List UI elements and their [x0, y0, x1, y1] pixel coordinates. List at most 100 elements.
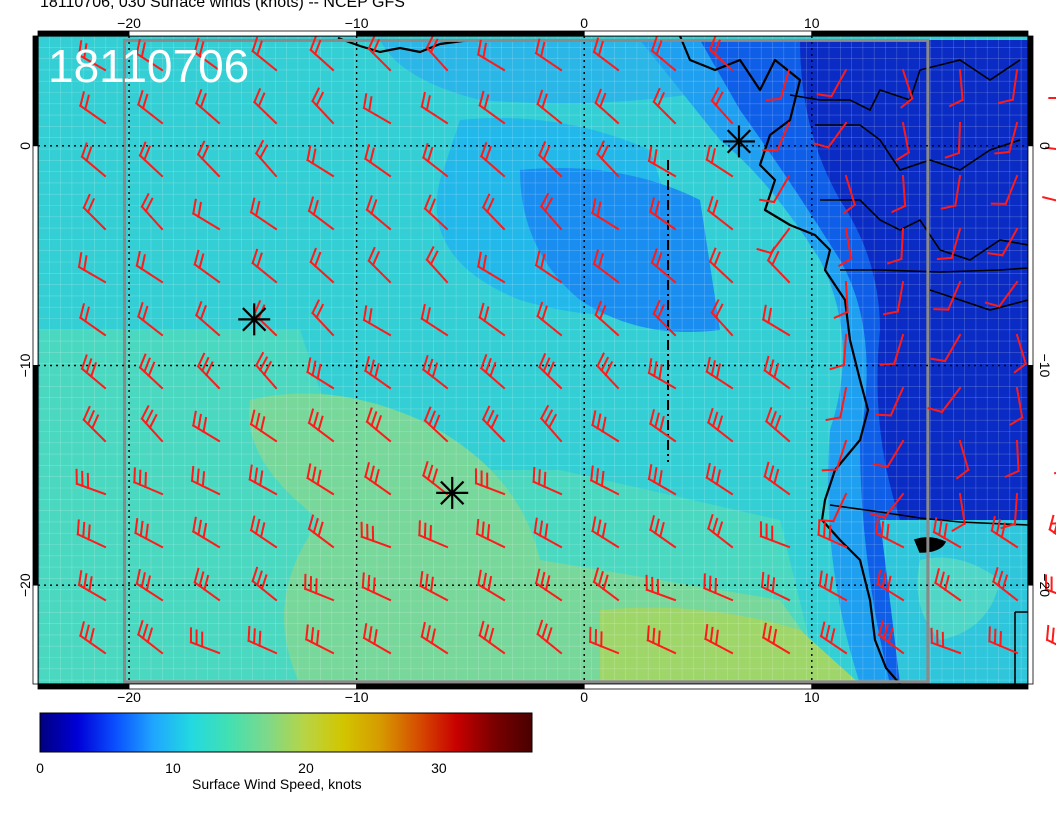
wind-barb [77, 252, 107, 284]
wind-barb [254, 351, 278, 390]
wind-barb [365, 407, 392, 443]
wind-barb [478, 302, 506, 337]
lon-tick-label-top: −10 [345, 15, 369, 31]
wind-barb [842, 174, 857, 215]
wind-barb [77, 570, 107, 602]
wind-barb [708, 35, 734, 72]
wind-barb [1013, 333, 1028, 374]
wind-barb [418, 520, 449, 549]
wind-barb [191, 410, 221, 443]
wind-barb [135, 38, 164, 72]
wind-barb [649, 515, 677, 549]
colorbar-label: Surface Wind Speed, knots [192, 776, 362, 792]
wind-barb [309, 35, 335, 72]
wind-barb [476, 39, 506, 72]
wind-barb [193, 567, 221, 602]
colorbar-tick-label: 30 [431, 760, 447, 776]
wind-barb [303, 573, 335, 602]
wind-barb [817, 519, 848, 549]
wind-barb [762, 121, 791, 152]
wind-barb [998, 68, 1019, 105]
wind-barb [539, 192, 563, 231]
wind-barb [1044, 574, 1056, 602]
wind-barb [829, 333, 848, 371]
wind-barb [420, 303, 449, 337]
wind-barb [874, 518, 905, 549]
wind-barb [991, 566, 1019, 602]
wind-barb [706, 513, 734, 549]
wind-barb [825, 386, 848, 422]
lat-tick-label-left: −10 [17, 353, 33, 377]
frame-bar [32, 35, 39, 147]
wind-barb [837, 227, 853, 268]
inner-frame [122, 38, 930, 684]
wind-barb [82, 405, 107, 443]
wind-barb [594, 88, 620, 125]
marker-1 [722, 125, 755, 158]
wind-barb [194, 88, 221, 125]
wind-barb [818, 492, 848, 523]
marker-2 [238, 303, 271, 336]
wind-barb [251, 36, 278, 72]
wind-barb [813, 121, 848, 149]
wind-barb [423, 194, 449, 231]
wind-barb [196, 140, 221, 178]
wind-barb [761, 304, 791, 337]
wind-barb [360, 521, 392, 549]
lat-tick-label-right: −20 [1037, 573, 1053, 597]
wind-barb [367, 34, 392, 72]
wind-barb [591, 410, 620, 443]
lat-tick-label-right: 0 [1037, 142, 1053, 150]
wind-barb [984, 280, 1019, 308]
frame-bar [583, 30, 813, 37]
wind-barb [930, 333, 962, 363]
wind-barb [591, 516, 620, 549]
wind-barb [306, 463, 335, 496]
wind-barb [891, 174, 907, 214]
wind-barb [478, 90, 506, 125]
frame-bar [32, 584, 39, 685]
wind-barb [933, 280, 962, 311]
map-title: 18110706, 030 Surface winds (knots) -- N… [40, 0, 405, 11]
wind-barb [425, 33, 449, 72]
wind-barb [140, 404, 164, 443]
wind-barb [362, 623, 392, 655]
wind-barb [955, 439, 970, 480]
wind-barb [420, 621, 449, 655]
frame-bar [37, 683, 130, 690]
wind-barb [1045, 624, 1056, 655]
wind-barb [420, 91, 449, 125]
lon-tick-label-bottom: −10 [345, 689, 369, 705]
wind-barb [79, 621, 107, 655]
wind-barb [79, 303, 107, 337]
wind-barb [1050, 521, 1056, 525]
wind-barb [703, 573, 734, 602]
wind-barb [136, 89, 164, 125]
wind-barb [764, 406, 791, 443]
wind-barb [882, 280, 905, 316]
wind-barb [536, 301, 563, 337]
wind-barb [478, 620, 506, 655]
wind-barb [592, 37, 620, 72]
wind-barb [419, 570, 449, 602]
frame-bar [583, 683, 813, 690]
wind-barb [481, 405, 506, 443]
wind-barb [895, 121, 911, 162]
wind-barb [80, 354, 107, 390]
wind-barb [588, 626, 620, 655]
marker-3 [436, 476, 469, 509]
wind-barb [80, 142, 107, 178]
wind-barb [816, 68, 848, 98]
wind-barb [364, 144, 392, 178]
wind-barb [421, 460, 449, 496]
wind-barb [1008, 386, 1024, 427]
wind-barb [421, 354, 449, 390]
wind-barb [765, 68, 791, 102]
wind-barb [534, 250, 563, 284]
lon-tick-label-top: 10 [804, 15, 820, 31]
wind-barb [253, 88, 278, 125]
wind-barb [421, 142, 449, 178]
wind-barb [990, 515, 1019, 549]
wind-barb [538, 353, 563, 390]
